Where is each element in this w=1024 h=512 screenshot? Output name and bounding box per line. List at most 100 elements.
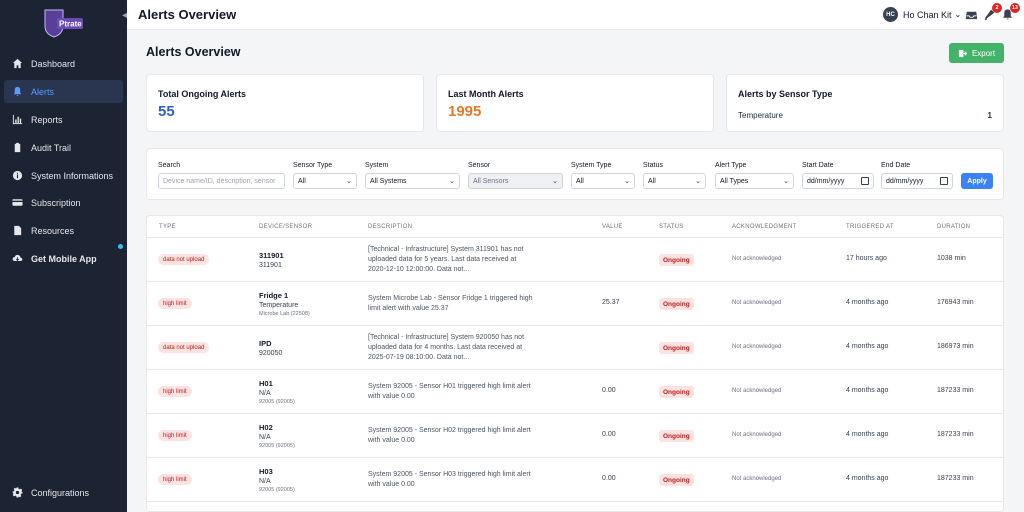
- end-date-input[interactable]: dd/mm/yyyy: [881, 173, 953, 189]
- chevron-down-icon: ⌄: [624, 178, 630, 185]
- sidebar-item-label: Get Mobile App: [31, 253, 97, 264]
- column-header-type: TYPE: [159, 224, 176, 230]
- device-cell[interactable]: Fridge 1 Temperature Microbe Lab (22508): [259, 291, 310, 317]
- table-row[interactable]: high limit H02 N/A 92005 (92005) System 9200…: [147, 414, 1003, 458]
- sidebar-item-alerts[interactable]: Alerts: [4, 80, 123, 103]
- sidebar-item-label: Audit Trail: [31, 142, 72, 153]
- status-badge: Ongoing: [659, 298, 694, 310]
- device-name: 311901: [259, 251, 284, 260]
- device-name: IPD: [259, 339, 272, 348]
- column-header-device: DEVICE/SENSOR: [259, 224, 313, 230]
- device-name: H03: [259, 467, 273, 476]
- table-row[interactable]: high limit Fridge 1 Temperature Microbe Lab…: [147, 282, 1003, 326]
- sidebar-item-get-mobile-app[interactable]: Get Mobile App: [4, 247, 123, 270]
- sensor-select[interactable]: All Sensors ⌄: [468, 173, 563, 189]
- bell-icon[interactable]: 13: [1001, 3, 1020, 22]
- user-menu[interactable]: HC Ho Chan Kit ⌄: [883, 7, 961, 22]
- gear-icon: [12, 487, 23, 498]
- start-date-input[interactable]: dd/mm/yyyy: [802, 173, 874, 189]
- status-badge: Ongoing: [659, 474, 694, 486]
- device-sensor: N/A: [259, 478, 271, 485]
- device-name: Fridge 1: [259, 291, 289, 300]
- sidebar-item-audit-trail[interactable]: Audit Trail: [4, 136, 123, 159]
- alert-type-label: Alert Type: [715, 162, 747, 169]
- sidebar-item-label: Resources: [31, 225, 75, 236]
- file-icon: [12, 225, 23, 236]
- card-label: Last Month Alerts: [448, 89, 524, 99]
- acknowledgment-cell: Not acknowledged: [732, 256, 782, 262]
- window-title: Alerts Overview: [138, 7, 237, 22]
- column-header-description: DESCRIPTION: [368, 224, 413, 230]
- alert-type-select[interactable]: All Types ⌄: [715, 173, 794, 189]
- export-button[interactable]: Export: [949, 43, 1004, 63]
- status-select[interactable]: All ⌄: [643, 173, 706, 189]
- device-cell[interactable]: 311901 311901: [259, 251, 284, 269]
- device-sensor: N/A: [259, 390, 271, 397]
- acknowledgment-cell: Not acknowledged: [732, 432, 782, 438]
- device-cell[interactable]: IPD 920050: [259, 339, 282, 357]
- sidebar-item-configurations[interactable]: Configurations: [4, 481, 123, 504]
- bell-icon: [12, 86, 23, 97]
- description-cell: System 92005 - Sensor H02 triggered high…: [368, 427, 531, 444]
- device-name: H02: [259, 423, 273, 432]
- date-value: dd/mm/yyyy: [886, 177, 924, 185]
- system-type-select[interactable]: All ⌄: [571, 173, 635, 189]
- duration-cell: 186973 min: [937, 343, 974, 350]
- alerts-icon[interactable]: 2: [983, 3, 1002, 22]
- sidebar-item-reports[interactable]: Reports: [4, 108, 123, 131]
- device-cell[interactable]: H02 N/A 92005 (92005): [259, 423, 295, 449]
- sidebar-item-label: Dashboard: [31, 58, 76, 69]
- device-cell[interactable]: H03 N/A 92005 (92005): [259, 467, 295, 493]
- sidebar-item-label: System Informations: [31, 170, 114, 181]
- description-cell: System Microbe Lab - Sensor Fridge 1 tri…: [368, 295, 533, 312]
- notification-dot: [118, 244, 123, 249]
- acknowledgment-cell: Not acknowledged: [732, 476, 782, 482]
- avatar: HC: [883, 7, 898, 22]
- device-cell[interactable]: H01 N/A 92005 (92005): [259, 379, 295, 405]
- triggered-at-cell: 4 months ago: [846, 299, 889, 306]
- sidebar-item-dashboard[interactable]: Dashboard: [4, 52, 123, 75]
- select-value: All Systems: [370, 177, 407, 185]
- system-type-label: System Type: [571, 162, 612, 169]
- calendar-icon[interactable]: [940, 177, 948, 185]
- system-select[interactable]: All Systems ⌄: [365, 173, 460, 189]
- table-row[interactable]: high limit H03 N/A 92005 (92005) System 9200…: [147, 458, 1003, 502]
- alert-type-badge: high limit: [158, 298, 192, 309]
- description-cell: [Technical - Infrastructure] System 3119…: [368, 246, 524, 273]
- card-value: 55: [158, 103, 175, 120]
- column-header-duration: DURATION: [937, 224, 971, 230]
- duration-cell: 1038 min: [937, 255, 966, 262]
- filter-panel: Search Device name/ID, description, sens…: [146, 148, 1004, 200]
- status-badge: Ongoing: [659, 386, 694, 398]
- sidebar-item-resources[interactable]: Resources: [4, 219, 123, 242]
- sidebar-item-label: Alerts: [31, 86, 55, 97]
- description-cell: System 92005 - Sensor H03 triggered high…: [368, 471, 531, 488]
- value-cell: 0.00: [602, 475, 616, 482]
- duration-cell: 187233 min: [937, 475, 974, 482]
- alert-type-badge: high limit: [158, 430, 192, 441]
- status-badge: Ongoing: [659, 430, 694, 442]
- alert-type-badge: data not upload: [158, 342, 210, 353]
- sensor-type-count: 1: [987, 111, 992, 120]
- value-cell: 0.00: [602, 387, 616, 394]
- device-system: 92005 (92005): [259, 443, 295, 449]
- calendar-icon[interactable]: [861, 177, 869, 185]
- search-input[interactable]: Device name/ID, description, sensor: [158, 173, 285, 189]
- table-row[interactable]: data not upload IPD 920050 [Technical - Inf…: [147, 326, 1003, 370]
- apply-button[interactable]: Apply: [961, 173, 993, 189]
- acknowledgment-cell: Not acknowledged: [732, 344, 782, 350]
- select-value: All: [298, 177, 306, 185]
- alert-type-badge: data not upload: [158, 254, 210, 265]
- sidebar-item-subscription[interactable]: Subscription: [4, 191, 123, 214]
- clipboard-icon: [12, 142, 23, 153]
- app-logo[interactable]: Ptrate: [41, 8, 85, 38]
- table-row[interactable]: high limit H01 N/A 92005 (92005) System 9200…: [147, 370, 1003, 414]
- collapse-sidebar-icon[interactable]: ◀: [122, 10, 130, 21]
- cloud-download-icon: [12, 253, 23, 264]
- export-label: Export: [971, 48, 996, 58]
- table-row[interactable]: data not upload 311901 311901 [Technical - …: [147, 238, 1003, 282]
- start-date-label: Start Date: [802, 162, 834, 169]
- inbox-icon[interactable]: [965, 8, 979, 22]
- sidebar-item-system-informations[interactable]: System Informations: [4, 164, 123, 187]
- sensor-type-select[interactable]: All ⌄: [293, 173, 357, 189]
